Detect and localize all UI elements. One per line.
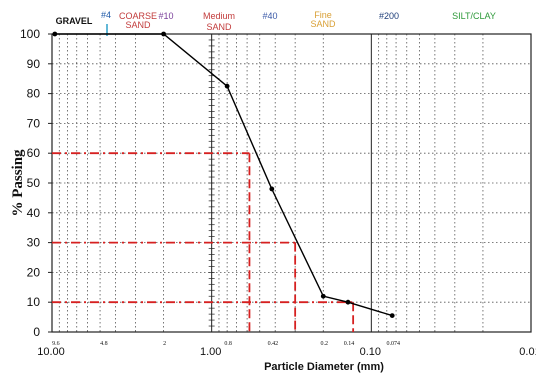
x-minor-label: 0.42 <box>268 341 279 347</box>
y-tick-label: 60 <box>27 146 41 160</box>
y-tick-label: 20 <box>27 265 41 279</box>
data-point <box>389 313 395 319</box>
zone-label: SAND <box>310 19 336 29</box>
data-point <box>320 293 326 299</box>
data-point <box>224 83 230 89</box>
zone-label: #40 <box>262 11 277 21</box>
y-tick-label: 80 <box>27 87 41 101</box>
y-tick-label: 70 <box>27 116 41 130</box>
x-minor-label: 0.8 <box>224 341 232 347</box>
x-tick-label: 10.00 <box>37 346 65 358</box>
y-axis-title: % Passing <box>10 149 26 217</box>
y-tick-label: 0 <box>33 325 40 339</box>
x-minor-label: 0.14 <box>344 341 355 347</box>
y-tick-label: 90 <box>27 57 41 71</box>
zone-label: SILT/CLAY <box>452 11 496 21</box>
x-minor-label: 2 <box>163 341 166 347</box>
zone-label: #4 <box>101 10 111 20</box>
data-point <box>345 299 351 305</box>
y-tick-label: 50 <box>27 176 41 190</box>
x-tick-label: 0.10 <box>360 346 381 358</box>
x-axis-title: Particle Diameter (mm) <box>264 361 384 373</box>
zone-label: COARSE <box>119 11 157 21</box>
data-point <box>269 186 275 192</box>
zone-label: #10 <box>158 11 173 21</box>
zone-label: Medium <box>203 11 235 21</box>
x-tick-label: 0.01 <box>519 346 536 358</box>
x-minor-label: 9.6 <box>52 341 60 347</box>
data-point <box>52 31 58 37</box>
y-tick-label: 40 <box>27 206 41 220</box>
y-tick-label: 30 <box>27 236 41 250</box>
y-tick-label: 100 <box>20 27 40 41</box>
x-tick-label: 1.00 <box>200 346 221 358</box>
zone-label: GRAVEL <box>56 16 93 26</box>
x-minor-label: 4.8 <box>100 341 108 347</box>
x-minor-label: 0.074 <box>386 341 400 347</box>
zone-label: Fine <box>314 10 332 20</box>
zone-label: SAND <box>206 22 232 32</box>
y-tick-label: 10 <box>27 295 41 309</box>
zone-label: SAND <box>125 20 151 30</box>
x-minor-label: 0.2 <box>321 341 329 347</box>
data-point <box>161 31 167 37</box>
zone-label: #200 <box>379 11 399 21</box>
